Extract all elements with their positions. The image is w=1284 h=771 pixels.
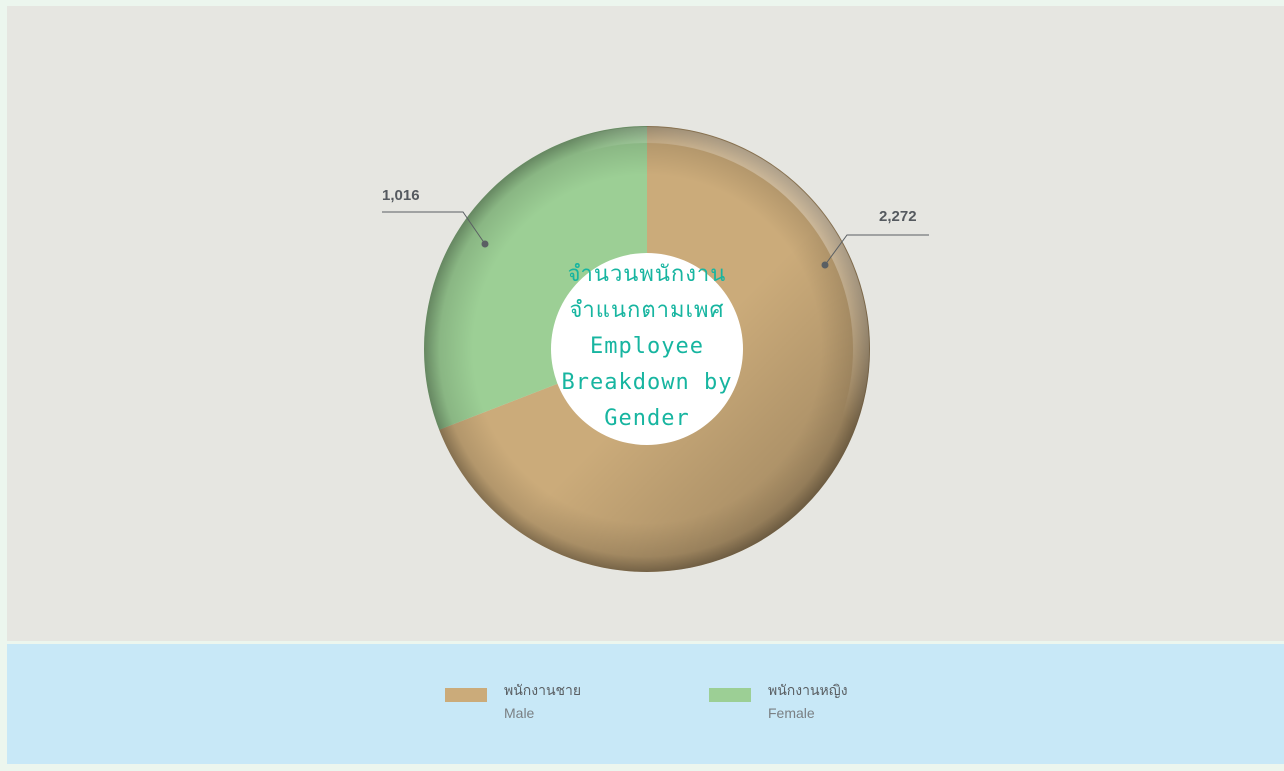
leader-lines <box>382 211 929 269</box>
title-line-en-1: Employee <box>590 334 704 359</box>
legend-label-male-en: Male <box>504 705 535 721</box>
leader-dot-0 <box>821 261 829 269</box>
chart-title: จำนวนพนักงาน จำแนกตามเพศ Employee Breakd… <box>527 257 767 437</box>
value-labels: 2,272 1,016 <box>382 187 917 225</box>
legend-swatch-male <box>445 688 487 702</box>
title-line-th-1: จำนวนพนักงาน <box>567 262 727 287</box>
legend-label-female-en: Female <box>768 705 815 721</box>
value-label-1: 1,016 <box>382 187 420 204</box>
legend-label-male-th: พนักงานชาย <box>504 683 582 699</box>
title-line-en-2: Breakdown by <box>561 370 733 395</box>
leader-line-0 <box>824 234 929 266</box>
legend-label-female-th: พนักงานหญิง <box>768 683 848 699</box>
rim-highlight <box>425 127 869 571</box>
title-line-th-2: จำแนกตามเพศ <box>569 298 725 323</box>
leader-line-1 <box>382 211 486 245</box>
value-label-0: 2,272 <box>879 208 917 225</box>
leader-dot-1 <box>481 240 489 248</box>
title-line-en-3: Gender <box>604 406 690 431</box>
legend-swatch-female <box>709 688 751 702</box>
donut-center <box>551 253 743 445</box>
legend-panel <box>7 644 1284 764</box>
